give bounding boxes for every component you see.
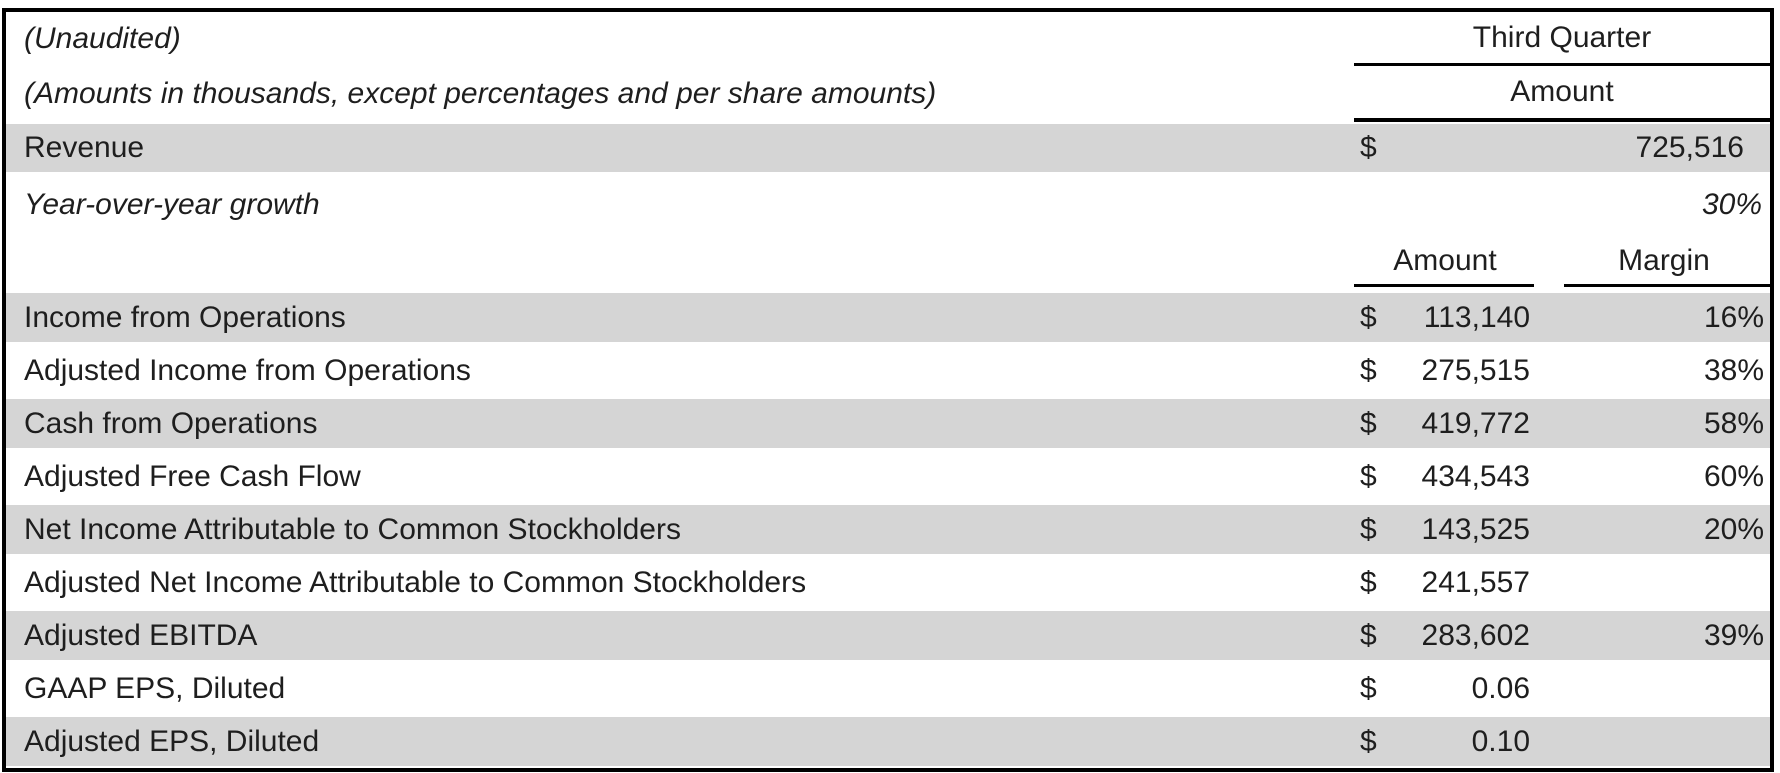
margin-value: 60% <box>1703 459 1764 493</box>
row-label: Adjusted Net Income Attributable to Comm… <box>24 565 807 599</box>
row-label: Income from Operations <box>24 300 346 334</box>
amount-value: 0.10 <box>1471 724 1530 758</box>
table-row: Adjusted EBITDA $ 283,602 39% <box>6 609 1770 662</box>
table-row-revenue: Revenue $ 725,516 <box>6 122 1770 174</box>
table-row: Cash from Operations $ 419,772 58% <box>6 397 1770 450</box>
row-label: Adjusted Free Cash Flow <box>24 459 361 493</box>
currency-symbol: $ <box>1360 512 1377 546</box>
currency-symbol: $ <box>1360 724 1377 758</box>
growth-value: 30% <box>1701 188 1762 221</box>
table-row: Adjusted Net Income Attributable to Comm… <box>6 556 1770 609</box>
row-label: Adjusted Income from Operations <box>24 353 471 387</box>
amount-value: 434,543 <box>1421 459 1530 493</box>
row-label: Adjusted EBITDA <box>24 618 258 652</box>
amount-value: 419,772 <box>1421 406 1530 440</box>
margin-value: 38% <box>1703 353 1764 387</box>
table-row: GAAP EPS, Diluted $ 0.06 <box>6 662 1770 715</box>
table-row: Net Income Attributable to Common Stockh… <box>6 503 1770 556</box>
column-gap <box>1534 556 1564 609</box>
amount-value: 113,140 <box>1423 300 1530 334</box>
amount-value: 725,516 <box>1635 131 1744 164</box>
note-amounts-basis: (Amounts in thousands, except percentage… <box>24 77 937 110</box>
table-row: Income from Operations $ 113,140 16% <box>6 291 1770 344</box>
row-label: GAAP EPS, Diluted <box>24 671 286 705</box>
margin-value: 20% <box>1703 512 1764 546</box>
row-label: Revenue <box>24 131 145 164</box>
margin-value: 16% <box>1703 300 1764 334</box>
column-gap <box>1534 344 1564 397</box>
column-gap <box>1534 236 1564 287</box>
table-row: Adjusted Income from Operations $ 275,51… <box>6 344 1770 397</box>
column-gap <box>1534 399 1564 448</box>
column-gap <box>1534 293 1564 342</box>
column-gap <box>1534 717 1564 766</box>
margin-value <box>1564 662 1770 715</box>
currency-symbol: $ <box>1360 459 1377 493</box>
table-row-notes-2: (Amounts in thousands, except percentage… <box>6 66 1770 122</box>
currency-symbol: $ <box>1360 671 1377 705</box>
period-header-title: Third Quarter <box>1354 12 1770 66</box>
amount-value: 241,557 <box>1421 565 1530 599</box>
currency-symbol: $ <box>1360 565 1377 599</box>
table-row-yoy-growth: Year-over-year growth 30% <box>6 174 1770 236</box>
amount-value: 143,525 <box>1421 512 1530 546</box>
table-row: Adjusted Free Cash Flow $ 434,543 60% <box>6 450 1770 503</box>
row-label: Year-over-year growth <box>24 188 320 221</box>
row-label: Cash from Operations <box>24 406 318 440</box>
column-gap <box>1534 505 1564 554</box>
column-gap <box>1534 662 1564 715</box>
currency-symbol: $ <box>1360 618 1377 652</box>
row-label: Net Income Attributable to Common Stockh… <box>24 512 681 546</box>
amount-value: 275,515 <box>1421 353 1530 387</box>
currency-symbol: $ <box>1360 131 1377 164</box>
margin-value: 58% <box>1703 406 1764 440</box>
financial-summary-table: (Unaudited) Third Quarter (Amounts in th… <box>2 8 1774 772</box>
margin-value: 39% <box>1703 618 1764 652</box>
row-label: Adjusted EPS, Diluted <box>24 724 320 758</box>
column-gap <box>1534 450 1564 503</box>
column-header-amount: Amount <box>1354 236 1534 287</box>
amount-value: 283,602 <box>1421 618 1530 652</box>
currency-symbol: $ <box>1360 353 1377 387</box>
table-row-notes-1: (Unaudited) Third Quarter <box>6 12 1770 66</box>
column-header-margin: Margin <box>1564 236 1770 287</box>
margin-value <box>1564 556 1770 609</box>
margin-value <box>1564 717 1770 766</box>
column-gap <box>1534 611 1564 660</box>
period-header-amount-label: Amount <box>1354 66 1770 122</box>
table-row-column-headers: Amount Margin <box>6 236 1770 291</box>
empty-cell <box>6 236 1354 287</box>
note-unaudited: (Unaudited) <box>24 22 181 55</box>
currency-symbol: $ <box>1360 300 1377 334</box>
amount-value: 0.06 <box>1471 671 1530 705</box>
table-row: Adjusted EPS, Diluted $ 0.10 <box>6 715 1770 768</box>
currency-symbol: $ <box>1360 406 1377 440</box>
